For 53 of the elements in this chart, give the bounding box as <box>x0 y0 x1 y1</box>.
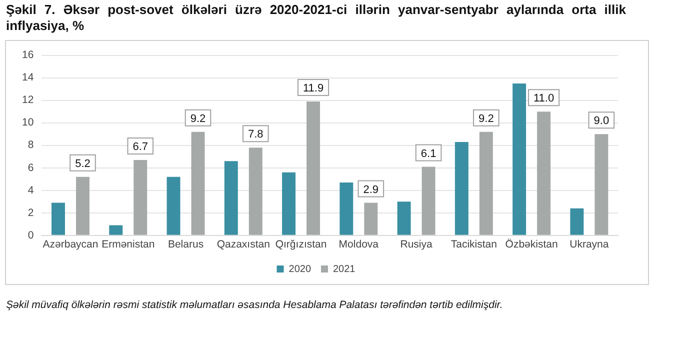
x-tick-label: Qazaxıstan <box>216 238 270 251</box>
bar <box>282 172 296 235</box>
data-label: 6.7 <box>132 141 148 154</box>
y-tick-label: 16 <box>22 49 34 62</box>
bar <box>594 134 608 235</box>
bar <box>191 132 205 235</box>
bar <box>570 208 584 235</box>
bar <box>364 202 378 235</box>
chart-title: Şəkil 7. Əksər post-sovet ölkələri üzrə 2020-2021-ci illərin yanvar-sentyabr aylarında orta illik inflyasiya, % <box>6 2 626 34</box>
legend-label: 2020 <box>288 264 312 275</box>
bar <box>248 148 262 235</box>
bar <box>224 161 238 235</box>
x-tick-label: Tacikistan <box>450 238 498 251</box>
bar <box>134 160 148 235</box>
x-tick-label: Moldova <box>338 238 379 251</box>
bar <box>397 202 411 235</box>
x-tick-label: Belarus <box>168 238 204 251</box>
data-label: 11.0 <box>534 92 554 105</box>
bar <box>52 202 65 235</box>
x-tick-label: Azərbaycan <box>42 238 98 251</box>
bar <box>306 101 320 235</box>
data-label: 5.2 <box>75 158 90 170</box>
data-label: 7.8 <box>248 128 264 141</box>
x-tick-label: Ermənistan <box>102 238 155 251</box>
data-label: 2.9 <box>363 184 379 196</box>
y-tick-label: 2 <box>28 206 34 219</box>
data-label: 9.2 <box>190 112 206 125</box>
bar <box>109 225 123 235</box>
bar <box>479 132 493 235</box>
y-tick-label: 6 <box>28 162 34 174</box>
data-label: 11.9 <box>302 82 324 94</box>
bar <box>537 112 551 235</box>
data-label: 9.0 <box>594 115 610 128</box>
bar <box>340 182 354 235</box>
y-tick-label: 0 <box>28 229 34 242</box>
y-tick-label: 14 <box>22 72 34 84</box>
x-tick-label: Özbəkistan <box>505 238 558 251</box>
x-tick-label: Ukrayna <box>570 238 609 251</box>
bar <box>76 176 90 235</box>
x-tick-label: Qırğızıstan <box>275 238 327 251</box>
text: Şəkil müvafiq ölkələrin rəsmi statistik məlumatları əsasında Hesablama Palatası tərəfindən tərtib edilmişdir. <box>6 299 503 311</box>
bar <box>422 166 436 235</box>
legend-label: 2021 <box>333 264 356 275</box>
x-tick-label: Rusiya <box>400 238 432 251</box>
y-tick-label: 10 <box>22 116 34 129</box>
y-tick-label: 8 <box>28 139 34 152</box>
y-tick-label: 12 <box>22 94 34 106</box>
bar <box>166 176 180 235</box>
data-label: 9.2 <box>478 112 494 125</box>
bar <box>454 142 468 235</box>
bar <box>512 83 526 235</box>
data-label: 6.1 <box>420 148 436 160</box>
y-tick-label: 4 <box>28 184 34 196</box>
